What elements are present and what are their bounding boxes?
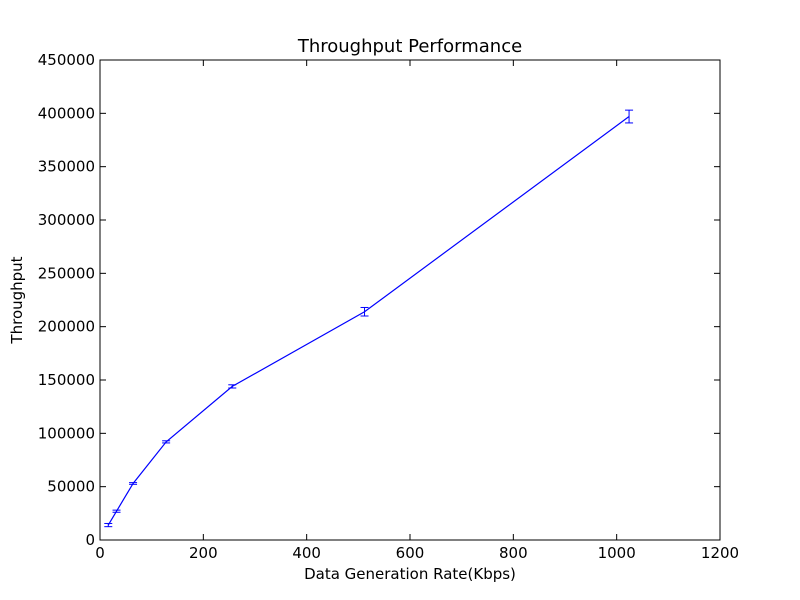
x-tick-label: 200: [189, 544, 218, 562]
y-tick-label: 300000: [38, 211, 95, 229]
x-tick-label: 0: [95, 544, 105, 562]
error-bar: [112, 509, 121, 513]
error-bar: [360, 306, 369, 317]
error-bar: [129, 482, 138, 485]
y-tick-label: 0: [85, 531, 95, 549]
y-tick-label: 250000: [38, 264, 95, 282]
error-bar: [228, 384, 237, 389]
error-bar: [625, 109, 634, 124]
x-tick-label: 400: [292, 544, 321, 562]
y-tick-label: 200000: [38, 318, 95, 336]
y-axis-label: Throughput: [8, 256, 26, 344]
y-tick-label: 400000: [38, 104, 95, 122]
y-tick-label: 150000: [38, 371, 95, 389]
x-axis-label: Data Generation Rate(Kbps): [304, 565, 516, 583]
y-tick-label: 350000: [38, 158, 95, 176]
x-tick-label: 600: [396, 544, 425, 562]
y-tick-label: 450000: [38, 51, 95, 69]
x-tick-label: 1000: [598, 544, 636, 562]
x-tick-label: 1200: [701, 544, 739, 562]
y-tick-label: 100000: [38, 424, 95, 442]
x-tick-label: 800: [499, 544, 528, 562]
error-bar: [162, 440, 171, 444]
plot-area-frame: [99, 59, 721, 541]
chart-title: Throughput Performance: [297, 36, 522, 57]
series-line: [107, 116, 630, 526]
error-bar: [104, 522, 113, 528]
y-tick-label: 50000: [47, 478, 95, 496]
